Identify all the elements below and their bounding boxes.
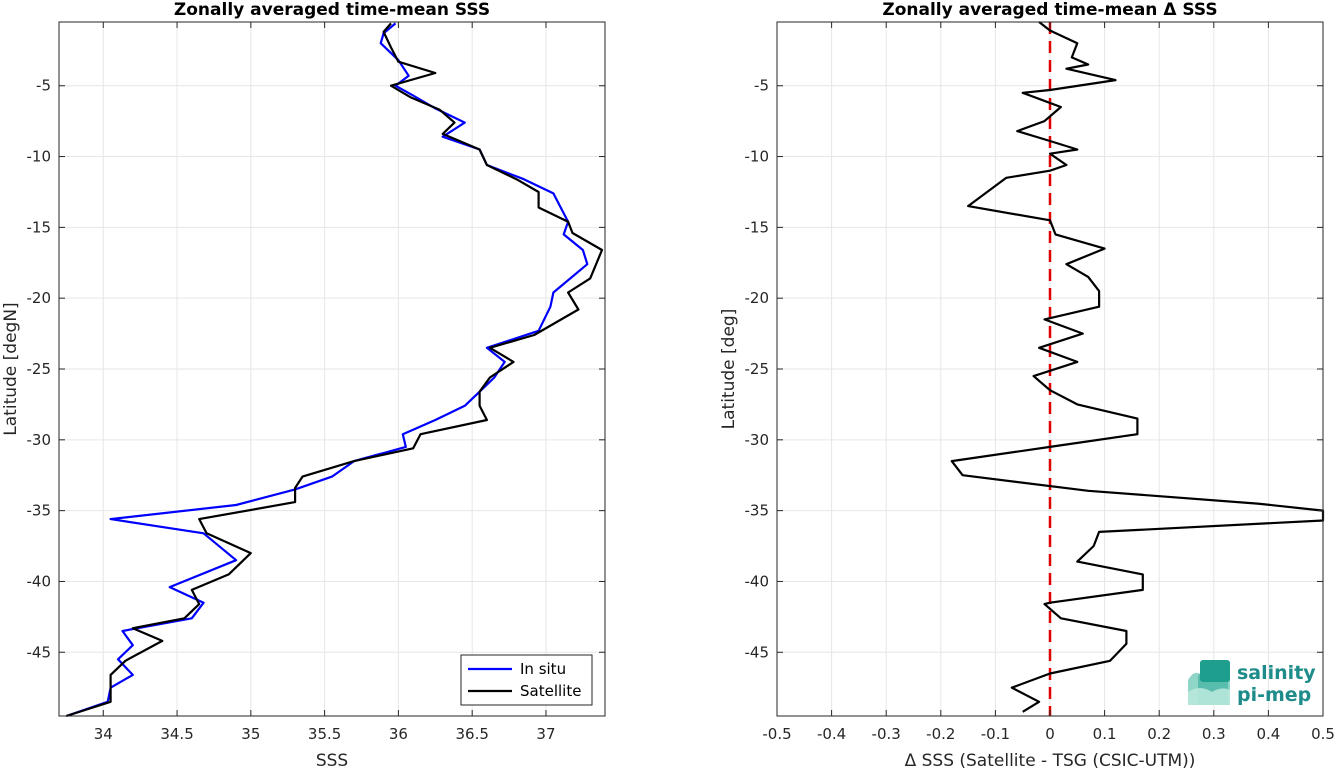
y-tick-label: -10	[27, 148, 52, 166]
y-tick-label: -45	[27, 643, 52, 661]
y-tick-label: -10	[745, 148, 770, 166]
y-tick-label: -30	[27, 431, 52, 449]
y-tick-label: -5	[754, 77, 769, 95]
y-tick-label: -40	[27, 572, 52, 590]
x-tick-label: 0.3	[1202, 725, 1226, 743]
x-tick-label: -0.3	[872, 725, 901, 743]
x-tick-label: -0.5	[762, 725, 791, 743]
right-chart-title: Zonally averaged time-mean Δ SSS	[882, 0, 1217, 20]
x-tick-label: 35.5	[308, 725, 341, 743]
left-chart-title: Zonally averaged time-mean SSS	[174, 0, 490, 20]
y-tick-label: -5	[36, 77, 51, 95]
y-tick-label: -25	[27, 360, 52, 378]
left-series-group	[66, 22, 604, 718]
y-tick-label: -30	[745, 431, 770, 449]
x-tick-label: -0.2	[926, 725, 955, 743]
logo-text-line1: salinity	[1237, 662, 1316, 684]
legend-label-satellite: Satellite	[520, 682, 581, 700]
logo-text-line2: pi-mep	[1237, 684, 1311, 706]
left-panel: 34 34.5 35 35.5 36 36.5 37 -5 -10 -15 -20 -25 -30 -3…	[1, 0, 606, 769]
y-tick-label: -35	[27, 502, 52, 520]
salinity-pi-mep-logo: salinity pi-mep	[1188, 660, 1316, 706]
left-y-axis-label: Latitude [degN]	[1, 302, 21, 435]
y-tick-label: -35	[745, 502, 770, 520]
x-tick-label: 37	[536, 725, 555, 743]
right-y-ticks: -5 -10 -15 -20 -25 -30 -35 -40 -45	[745, 77, 1323, 661]
x-tick-label: 34	[94, 725, 113, 743]
legend-label-in-situ: In situ	[520, 660, 566, 678]
series-line-delta-sss	[950, 21, 1325, 713]
x-tick-label: 34.5	[160, 725, 193, 743]
left-y-ticks: -5 -10 -15 -20 -25 -30 -35 -40 -45	[27, 77, 605, 661]
y-tick-label: -45	[745, 643, 770, 661]
series-line-in-situ	[66, 22, 589, 718]
y-tick-label: -20	[27, 289, 52, 307]
right-x-axis-label: Δ SSS (Satellite - TSG (CSIC-UTM))	[905, 751, 1196, 769]
x-tick-label: 0.5	[1311, 725, 1335, 743]
x-tick-label: -0.4	[817, 725, 846, 743]
left-grid	[59, 22, 605, 716]
series-line-satellite	[66, 22, 604, 718]
x-tick-label: 0	[1045, 725, 1055, 743]
x-tick-label: 0.1	[1093, 725, 1117, 743]
right-series-group	[950, 21, 1325, 713]
right-panel: -0.5 -0.4 -0.3 -0.2 -0.1 0 0.1 0.2 0.3 0.4 0.5 -5-…	[719, 0, 1335, 769]
y-tick-label: -20	[745, 289, 770, 307]
right-y-axis-label: Latitude [deg]	[719, 309, 739, 430]
x-tick-label: 0.4	[1256, 725, 1280, 743]
x-tick-label: 0.2	[1147, 725, 1171, 743]
left-x-axis-label: SSS	[316, 751, 348, 769]
x-tick-label: 36.5	[455, 725, 488, 743]
legend-box	[460, 654, 593, 706]
y-tick-label: -15	[745, 218, 770, 236]
left-x-ticks: 34 34.5 35 35.5 36 36.5 37	[94, 22, 556, 743]
x-tick-label: 36	[389, 725, 408, 743]
logo-wave-icon	[1188, 660, 1230, 705]
y-tick-label: -25	[745, 360, 770, 378]
right-x-ticks: -0.5 -0.4 -0.3 -0.2 -0.1 0 0.1 0.2 0.3 0.4 0.5	[762, 22, 1335, 743]
y-tick-label: -40	[745, 572, 770, 590]
x-tick-label: -0.1	[981, 725, 1010, 743]
y-tick-label: -15	[27, 218, 52, 236]
x-tick-label: 35	[241, 725, 260, 743]
legend: In situ Satellite	[460, 654, 593, 706]
